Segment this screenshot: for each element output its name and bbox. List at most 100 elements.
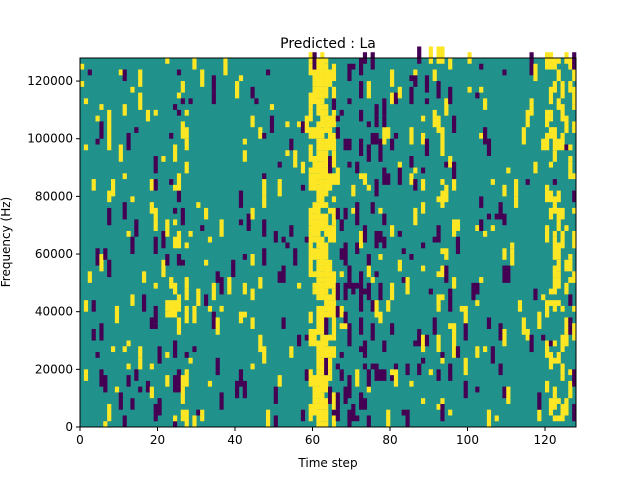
heatmap-cell [545,380,550,393]
heatmap-cell [184,127,189,139]
heatmap-cell [564,317,569,335]
heatmap-cell [324,288,329,295]
heatmap-cell [316,340,321,353]
heatmap-cell [204,259,209,266]
heatmap-cell [316,121,321,139]
heatmap-cell [211,75,216,93]
heatmap-cell [269,115,275,133]
heatmap-cell [316,398,321,404]
heatmap-cell [362,288,368,295]
heatmap-cell [362,225,368,243]
heatmap-cell [335,305,340,318]
heatmap-cell [320,352,325,358]
heatmap-cell [289,138,294,151]
heatmap-cell [215,317,220,335]
heatmap-cell [556,398,561,404]
heatmap-cell [556,271,561,278]
heatmap-cell [471,288,476,301]
heatmap-cell [238,190,244,208]
heatmap-cell [409,173,414,185]
heatmap-cell [393,92,399,105]
heatmap-cell [448,86,453,105]
heatmap-cell [545,300,550,318]
heatmap-cell [238,311,244,324]
heatmap-cell [250,115,255,128]
heatmap-cell [374,179,379,197]
heatmap-cell [347,409,352,427]
heatmap-cell [331,109,337,128]
heatmap-cell [502,248,507,260]
heatmap-cell [548,352,554,370]
heatmap-cell [316,202,321,220]
heatmap-cell [556,219,561,231]
heatmap-cell [258,127,263,139]
heatmap-cell [506,386,511,404]
heatmap-cell [250,207,255,220]
heatmap-cell [254,98,259,105]
heatmap-cell [293,259,298,266]
heatmap-cell [91,300,96,312]
heatmap-cell [204,207,209,220]
heatmap-cell [421,167,426,174]
heatmap-cell [448,294,453,312]
heatmap-cell [285,242,290,249]
heatmap-cell [560,334,565,353]
heatmap-cell [165,311,170,318]
heatmap-cell [359,81,364,99]
y-tick-label: 80000 [35,189,73,203]
heatmap-cell [103,421,108,427]
heatmap-cell [320,161,325,168]
heatmap-cell [506,265,511,283]
heatmap-cell [552,415,557,422]
heatmap-cell [107,190,112,203]
heatmap-cell [95,248,100,266]
y-tick-label: 60000 [35,247,73,261]
heatmap-cell [560,81,565,99]
heatmap-cell [153,236,158,255]
heatmap-cell [153,323,158,329]
heatmap-cell [111,346,116,353]
heatmap-cell [432,109,437,128]
heatmap-cell [111,179,116,197]
heatmap-cell [262,219,267,237]
heatmap-cell [533,63,538,82]
chart-title: Predicted : La [280,36,376,52]
heatmap-cell [219,277,224,295]
heatmap-cell [339,323,344,329]
heatmap-cell [320,104,325,110]
heatmap-cell [308,207,313,226]
heatmap-cell [564,144,569,151]
heatmap-cell [277,271,282,283]
heatmap-cell [246,213,251,231]
heatmap-cell [564,282,569,295]
heatmap-cell [529,334,534,353]
heatmap-cell [219,305,224,312]
heatmap-cell [351,207,356,214]
heatmap-cell [335,207,340,220]
heatmap-cell [320,179,325,191]
heatmap-cell [184,277,189,289]
heatmap-cell [149,363,154,370]
heatmap-cell [452,179,457,191]
heatmap-cell [176,230,182,249]
heatmap-cell [436,334,441,353]
heatmap-cell [308,109,313,122]
heatmap-cell [564,225,569,231]
heatmap-cell [320,254,325,266]
heatmap-cell [312,213,317,220]
heatmap-cell [320,375,325,393]
heatmap-cell [351,403,356,422]
heatmap-cell [479,219,484,231]
heatmap-cell [444,248,449,260]
heatmap-cell [165,254,170,266]
heatmap-cell [552,277,557,295]
heatmap-cell [409,380,414,387]
heatmap-cell [293,150,298,168]
heatmap-cell [211,92,216,105]
heatmap-cell [548,86,554,105]
heatmap-cell [343,323,348,329]
heatmap-cell [548,300,554,306]
heatmap-cell [273,415,278,427]
heatmap-cell [242,138,247,145]
heatmap-cell [347,138,352,151]
